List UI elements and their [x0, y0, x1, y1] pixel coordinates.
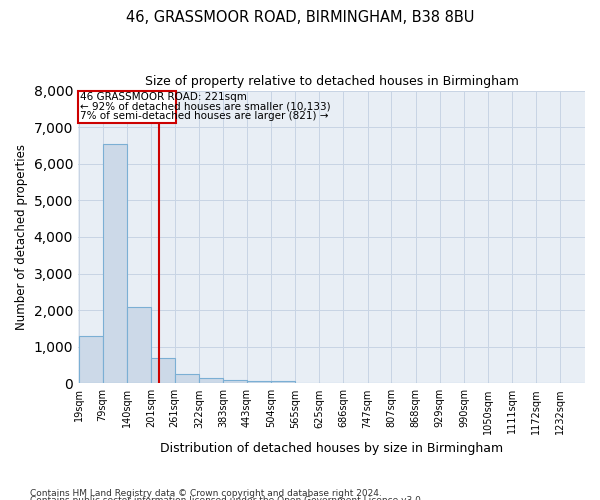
Text: 7% of semi-detached houses are larger (821) →: 7% of semi-detached houses are larger (8…: [80, 111, 328, 121]
Text: 46 GRASSMOOR ROAD: 221sqm: 46 GRASSMOOR ROAD: 221sqm: [80, 92, 247, 102]
Title: Size of property relative to detached houses in Birmingham: Size of property relative to detached ho…: [145, 75, 518, 88]
Text: 46, GRASSMOOR ROAD, BIRMINGHAM, B38 8BU: 46, GRASSMOOR ROAD, BIRMINGHAM, B38 8BU: [126, 10, 474, 25]
Bar: [79, 336, 103, 384]
X-axis label: Distribution of detached houses by size in Birmingham: Distribution of detached houses by size …: [160, 442, 503, 455]
Bar: [271, 381, 295, 384]
Bar: [223, 380, 247, 384]
Bar: [151, 358, 175, 384]
Text: Contains public sector information licensed under the Open Government Licence v3: Contains public sector information licen…: [30, 496, 424, 500]
Bar: [175, 374, 199, 384]
Bar: [199, 378, 223, 384]
Text: Contains HM Land Registry data © Crown copyright and database right 2024.: Contains HM Land Registry data © Crown c…: [30, 488, 382, 498]
Text: ← 92% of detached houses are smaller (10,133): ← 92% of detached houses are smaller (10…: [80, 102, 331, 112]
Bar: [127, 307, 151, 384]
Bar: [103, 144, 127, 384]
Y-axis label: Number of detached properties: Number of detached properties: [15, 144, 28, 330]
Bar: [79, 90, 176, 124]
Bar: [247, 381, 271, 384]
